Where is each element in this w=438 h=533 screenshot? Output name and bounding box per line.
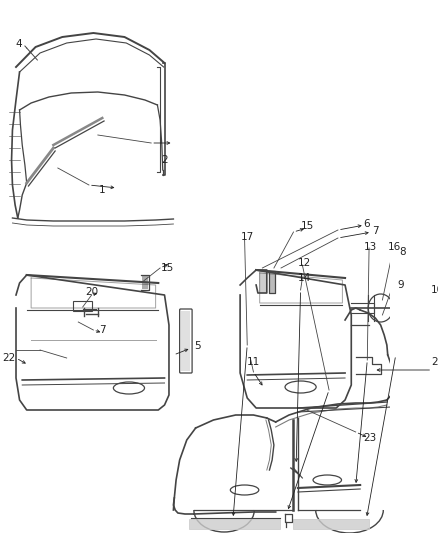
Text: 1: 1: [99, 185, 106, 195]
Bar: [181, 311, 191, 371]
Text: 16: 16: [388, 242, 402, 252]
Text: 13: 13: [364, 242, 377, 252]
Text: 17: 17: [240, 232, 254, 242]
Text: 5: 5: [194, 341, 201, 351]
Text: 21: 21: [431, 357, 438, 367]
Text: 15: 15: [301, 221, 314, 231]
Text: 10: 10: [431, 285, 438, 295]
Text: 12: 12: [297, 258, 311, 268]
Bar: [269, 271, 275, 293]
Bar: [259, 271, 266, 293]
Bar: [293, 519, 369, 529]
Text: 11: 11: [247, 357, 260, 367]
Bar: [189, 519, 280, 529]
Bar: [73, 301, 92, 311]
Text: 7: 7: [372, 226, 378, 236]
Text: 15: 15: [161, 263, 174, 273]
Text: 8: 8: [399, 247, 406, 257]
Text: 9: 9: [398, 280, 404, 290]
Bar: [142, 276, 148, 289]
Text: 20: 20: [85, 287, 98, 297]
Text: 2: 2: [161, 155, 168, 165]
Text: 14: 14: [297, 273, 311, 283]
Text: 4: 4: [15, 39, 22, 49]
Text: 22: 22: [2, 353, 15, 363]
Text: 7: 7: [99, 325, 106, 335]
Text: 6: 6: [363, 219, 370, 229]
Text: 23: 23: [364, 433, 377, 443]
